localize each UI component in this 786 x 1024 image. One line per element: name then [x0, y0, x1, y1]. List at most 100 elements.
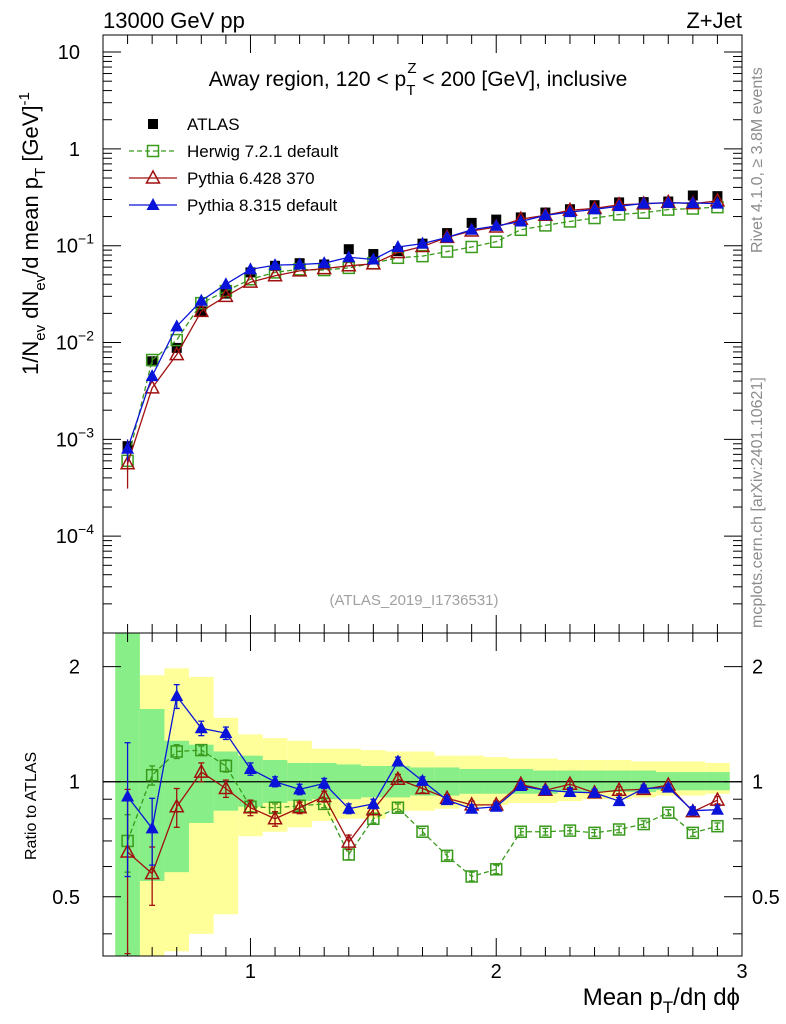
main-data-point	[343, 244, 354, 255]
main-data-point	[193, 302, 210, 318]
main-data-point	[121, 441, 135, 454]
ratio-data-point	[195, 743, 208, 757]
ratio-data-point	[563, 785, 577, 798]
ratio-series-pythia-8-315-default	[121, 683, 724, 878]
main-data-point	[145, 353, 159, 367]
ratio-data-point	[514, 825, 528, 838]
main-data-point	[416, 236, 429, 249]
main-data-point	[243, 262, 257, 275]
ratio-data-point	[637, 817, 650, 831]
main-data-point	[291, 262, 308, 277]
main-series-line	[126, 206, 718, 461]
main-data-point	[170, 333, 183, 347]
ratio-data-point	[219, 726, 233, 739]
x-tick-label: 2	[491, 961, 502, 983]
main-data-point	[563, 205, 577, 218]
ratio-data-point	[267, 810, 283, 825]
header-left-label: 13000 GeV pp	[103, 8, 245, 33]
main-data-point	[341, 257, 357, 272]
main-y-ticks	[103, 51, 742, 634]
ratio-data-point	[121, 789, 135, 802]
legend: ATLAS Herwig 7.2.1 default Pythia 6.428 37…	[129, 115, 338, 215]
ratio-data-point	[686, 826, 700, 840]
main-data-point	[710, 196, 724, 209]
main-y-tick-label: 10	[58, 42, 80, 64]
ratio-data-point	[661, 780, 675, 793]
main-data-point	[366, 252, 380, 265]
main-data-point	[588, 202, 602, 215]
main-data-point	[218, 287, 234, 303]
main-data-point	[489, 218, 503, 231]
main-data-point	[267, 267, 283, 282]
header-right-label: Z+Jet	[686, 8, 742, 33]
ratio-data-point	[416, 825, 429, 838]
main-data-point	[465, 222, 479, 235]
ratio-panel: 2 2 1 1 0.5 0.5 1 2 3	[52, 632, 780, 983]
ratio-data-point	[341, 833, 357, 848]
title-part-a: Away region, 120 < p	[209, 68, 407, 91]
main-data-point	[661, 195, 675, 208]
ratio-data-point	[293, 782, 307, 795]
title-superscript: Z	[407, 60, 416, 77]
main-data-point	[317, 256, 331, 269]
x-tick-label: 1	[245, 961, 256, 983]
main-data-point	[612, 199, 626, 212]
main-data-point	[686, 196, 700, 209]
main-data-point	[391, 239, 405, 252]
main-data-point	[242, 273, 259, 288]
ratio-data-point	[612, 794, 626, 807]
main-y-tick-label: 10−1	[56, 231, 94, 258]
ratio-data-point	[193, 763, 210, 778]
ratio-data-point	[662, 806, 675, 819]
main-plot-title: Away region, 120 < pTZ < 200 [GeV], incl…	[209, 60, 628, 99]
x-axis-label: Mean pT/dη dϕ	[583, 984, 740, 1017]
main-y-tick-label: 10−2	[56, 328, 94, 355]
legend-label: Pythia 8.315 default	[187, 196, 338, 215]
ratio-data-point	[242, 799, 259, 814]
ratio-data-point	[170, 745, 183, 758]
ratio-y-tick-label-right: 0.5	[752, 887, 780, 909]
main-y-tick-exponent: −3	[78, 424, 94, 440]
main-data-point	[440, 245, 454, 258]
mcplots-label: mcplots.cern.ch [arXiv:2401.10621]	[749, 377, 766, 628]
main-data-point	[293, 257, 307, 270]
main-data-point	[168, 346, 185, 361]
main-data-point	[489, 235, 503, 248]
ratio-data-point	[168, 798, 185, 813]
ratio-y-tick-label: 0.5	[52, 887, 80, 909]
main-data-point	[440, 230, 454, 243]
ratio-data-point	[637, 781, 651, 794]
ratio-data-point	[538, 783, 552, 796]
ratio-y-tick-label: 1	[69, 772, 80, 794]
ratio-y-tick-label-right: 1	[752, 772, 763, 794]
main-data-point	[119, 455, 136, 470]
legend-label: ATLAS	[187, 115, 240, 134]
ratio-data-point	[268, 774, 282, 787]
title-subscript: T	[406, 82, 415, 99]
main-y-tick-exponent: −4	[78, 521, 94, 537]
ratio-data-point	[366, 796, 380, 809]
ratio-data-point	[391, 754, 405, 767]
ratio-data-point	[390, 770, 406, 786]
ratio-data-point	[465, 870, 478, 883]
main-y-tick-exponent: −2	[78, 328, 94, 344]
main-data-point	[194, 293, 208, 306]
main-data-point	[712, 191, 723, 202]
main-series-atlas	[122, 190, 723, 452]
outer-band-bin	[213, 717, 239, 915]
main-data-point	[170, 319, 184, 332]
ratio-data-point	[440, 849, 454, 863]
ratio-y-tick-label: 2	[69, 657, 80, 679]
rivet-version-label: Rivet 4.1.0, ≥ 3.8M events	[749, 67, 766, 253]
ratio-data-point	[144, 865, 160, 880]
legend-marker	[148, 119, 158, 129]
main-data-point	[219, 277, 233, 290]
ratio-data-point	[489, 799, 503, 812]
ratio-data-point	[316, 787, 332, 803]
main-data-point	[342, 250, 356, 263]
ratio-data-point	[317, 776, 331, 789]
main-series-pythia-8-315-default	[121, 195, 724, 461]
x-tick-label: 3	[736, 961, 747, 983]
ratio-data-point	[243, 761, 257, 774]
ratio-data-point	[291, 799, 308, 814]
